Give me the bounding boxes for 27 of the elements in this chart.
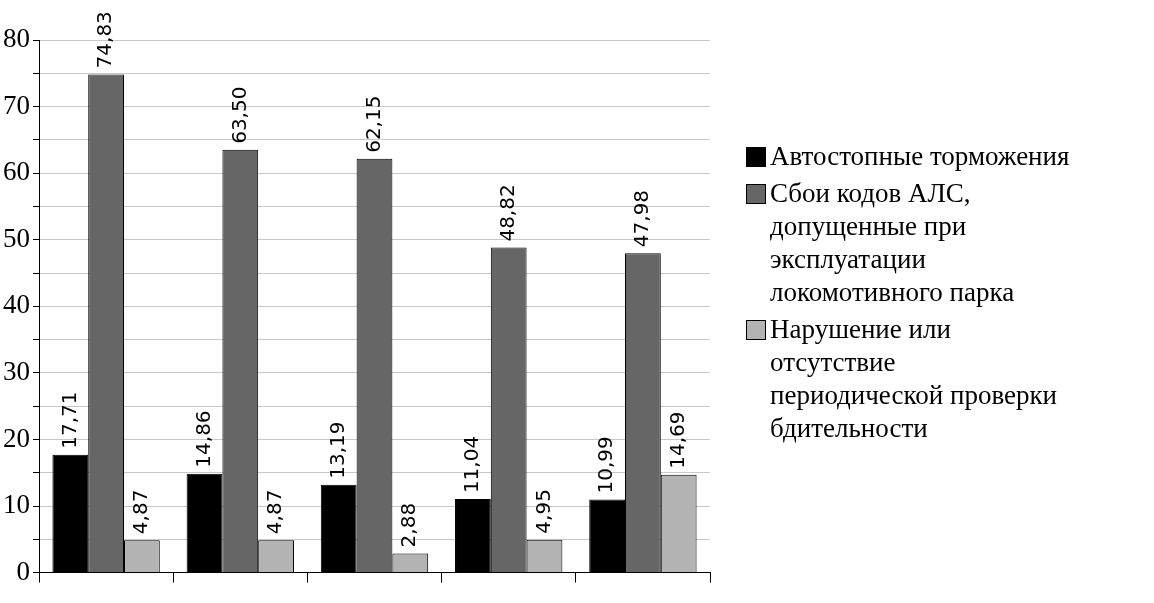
y-tick-label: 80 <box>3 23 30 54</box>
data-label: 47,98 <box>629 189 654 248</box>
y-tick-label: 30 <box>3 355 30 386</box>
y-tick-label: 20 <box>3 422 30 453</box>
data-label: 11,04 <box>459 435 484 494</box>
data-label: 14,69 <box>664 411 689 469</box>
data-label: 4,95 <box>530 489 555 534</box>
legend-label: Автостопные торможения <box>770 140 1070 173</box>
y-tick-label: 70 <box>3 89 30 120</box>
data-label: 17,71 <box>56 391 81 449</box>
legend-label: Сбои кодов АЛС, допущенные при эксплуатации локомотивного парка <box>770 177 1016 309</box>
data-label: 48,82 <box>494 184 519 242</box>
data-label: 62,15 <box>360 95 385 153</box>
data-label: 74,83 <box>92 11 117 69</box>
y-tick-label: 40 <box>3 289 30 320</box>
y-tick-label: 0 <box>16 555 30 586</box>
data-label: 10,99 <box>593 436 618 494</box>
data-label: 13,19 <box>324 421 349 479</box>
legend-label: Нарушение или отсутствие периодической проверки бдительности <box>770 313 1059 445</box>
data-label: 4,87 <box>128 489 153 535</box>
data-label: 14,86 <box>190 410 215 468</box>
data-label: 4,87 <box>262 489 287 535</box>
y-tick-label: 50 <box>3 222 30 253</box>
data-label: 2,88 <box>396 502 421 548</box>
y-tick-label: 60 <box>3 156 30 187</box>
y-tick-label: 10 <box>3 489 30 520</box>
data-label: 63,50 <box>226 86 251 144</box>
